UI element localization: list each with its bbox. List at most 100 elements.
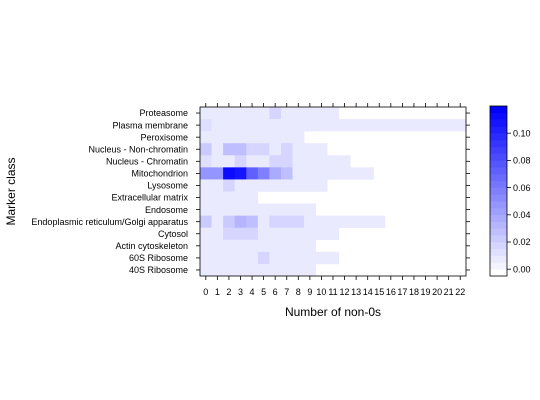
- heatmap-cell: [280, 251, 293, 265]
- heatmap-cell: [292, 131, 305, 144]
- heatmap-cell: [373, 215, 386, 229]
- heatmap-cell: [350, 119, 363, 132]
- heatmap-cell: [234, 179, 247, 192]
- colorbar-swatch: [490, 242, 507, 250]
- heatmap-cell: [234, 107, 247, 120]
- heatmap-cell: [257, 179, 270, 192]
- heatmap-cell: [280, 203, 293, 216]
- heatmap-cell: [223, 155, 235, 168]
- heatmap-cell: [211, 227, 224, 241]
- heatmap-cell: [200, 191, 212, 204]
- heatmap-cell: [327, 227, 340, 241]
- heatmap-cell: [280, 179, 293, 192]
- heatmap-cell: [361, 119, 374, 132]
- x-tick-label: 22: [455, 287, 465, 297]
- heatmap-cell: [304, 263, 316, 277]
- colorbar-swatch: [490, 140, 507, 148]
- heatmap-cell: [234, 191, 247, 204]
- x-tick-label: 5: [261, 287, 266, 297]
- heatmap-cell: [246, 239, 259, 253]
- heatmap-cell: [246, 227, 259, 241]
- colorbar-tick-label: 0.06: [513, 183, 531, 193]
- heatmap-cell: [234, 119, 247, 132]
- heatmap-cell: [223, 227, 235, 241]
- colorbar-swatch: [490, 187, 507, 195]
- heatmap-cell: [315, 107, 328, 120]
- colorbar-swatch: [490, 174, 507, 182]
- heatmap-cell: [315, 119, 328, 132]
- heatmap-cell: [419, 119, 432, 132]
- heatmap-cell: [304, 227, 316, 241]
- x-tick-label: 21: [444, 287, 454, 297]
- heatmap-cell: [361, 167, 374, 180]
- heatmap-cell: [269, 167, 282, 180]
- heatmap-cell: [315, 143, 328, 156]
- colorbar-tick-label: 0.00: [513, 264, 531, 274]
- heatmap-cell: [246, 155, 259, 168]
- colorbar-swatch: [490, 106, 507, 114]
- heatmap-cell: [200, 155, 212, 168]
- y-tick-label: Lysosome: [147, 181, 188, 191]
- heatmap-cell: [223, 215, 235, 229]
- heatmap-cell: [246, 167, 259, 180]
- heatmap-cell: [280, 131, 293, 144]
- heatmap-cell: [234, 155, 247, 168]
- heatmap-cell: [257, 227, 270, 241]
- heatmap-cell: [211, 203, 224, 216]
- heatmap-cell: [234, 131, 247, 144]
- heatmap-cell: [234, 263, 247, 277]
- heatmap-cell: [257, 263, 270, 277]
- heatmap-cell: [246, 203, 259, 216]
- colorbar-swatch: [490, 248, 507, 256]
- colorbar-tick-label: 0.08: [513, 156, 531, 166]
- heatmap-cell: [292, 179, 305, 192]
- heatmap-cell: [304, 179, 316, 192]
- heatmap-cell: [315, 155, 328, 168]
- heatmap-cell: [234, 239, 247, 253]
- heatmap-cell: [223, 119, 235, 132]
- heatmap-cell: [304, 251, 316, 265]
- heatmap-cell: [223, 131, 235, 144]
- heatmap-cell: [257, 215, 270, 229]
- x-tick-label: 7: [284, 287, 289, 297]
- colorbar-swatch: [490, 112, 507, 120]
- heatmap-cell: [200, 167, 212, 180]
- heatmap-cell: [304, 215, 316, 229]
- x-tick-label: 10: [316, 287, 326, 297]
- y-tick-label: 60S Ribosome: [129, 253, 188, 263]
- colorbar-swatch: [490, 167, 507, 175]
- heatmap-cell: [200, 227, 212, 241]
- heatmap-cell: [431, 119, 444, 132]
- colorbar-legend: 0.00 0.02 0.04 0.06 0.08 0.10: [489, 105, 531, 277]
- colorbar-tick-label: 0.04: [513, 210, 531, 220]
- heatmap-cell: [234, 203, 247, 216]
- colorbar-tick-label: 0.10: [513, 128, 531, 138]
- heatmap-cell: [269, 203, 282, 216]
- heatmap-cell: [292, 107, 305, 120]
- y-tick-label: Mitochondrion: [131, 169, 188, 179]
- heatmap-cell: [200, 131, 212, 144]
- heatmap-cell: [246, 107, 259, 120]
- heatmap-cell: [257, 155, 270, 168]
- x-tick-label: 0: [203, 287, 208, 297]
- heatmap-cell: [200, 179, 212, 192]
- heatmap-cell: [304, 239, 316, 253]
- heatmap-cell: [280, 167, 293, 180]
- heatmap-cell: [292, 203, 305, 216]
- x-tick-label: 9: [307, 287, 312, 297]
- heatmap-cell: [200, 203, 212, 216]
- colorbar-swatch: [490, 180, 507, 188]
- heatmap-cell: [269, 107, 282, 120]
- heatmap-cell: [223, 107, 235, 120]
- heatmap-cell: [327, 155, 340, 168]
- heatmap-cell: [327, 167, 340, 180]
- colorbar-swatch: [490, 160, 507, 168]
- x-tick-label: 6: [273, 287, 278, 297]
- heatmap-cell: [315, 215, 328, 229]
- colorbar-swatch: [490, 221, 507, 229]
- colorbar-swatch: [490, 269, 507, 277]
- heatmap-cell: [385, 119, 397, 132]
- x-tick-label: 18: [409, 287, 419, 297]
- heatmap-cell: [211, 167, 224, 180]
